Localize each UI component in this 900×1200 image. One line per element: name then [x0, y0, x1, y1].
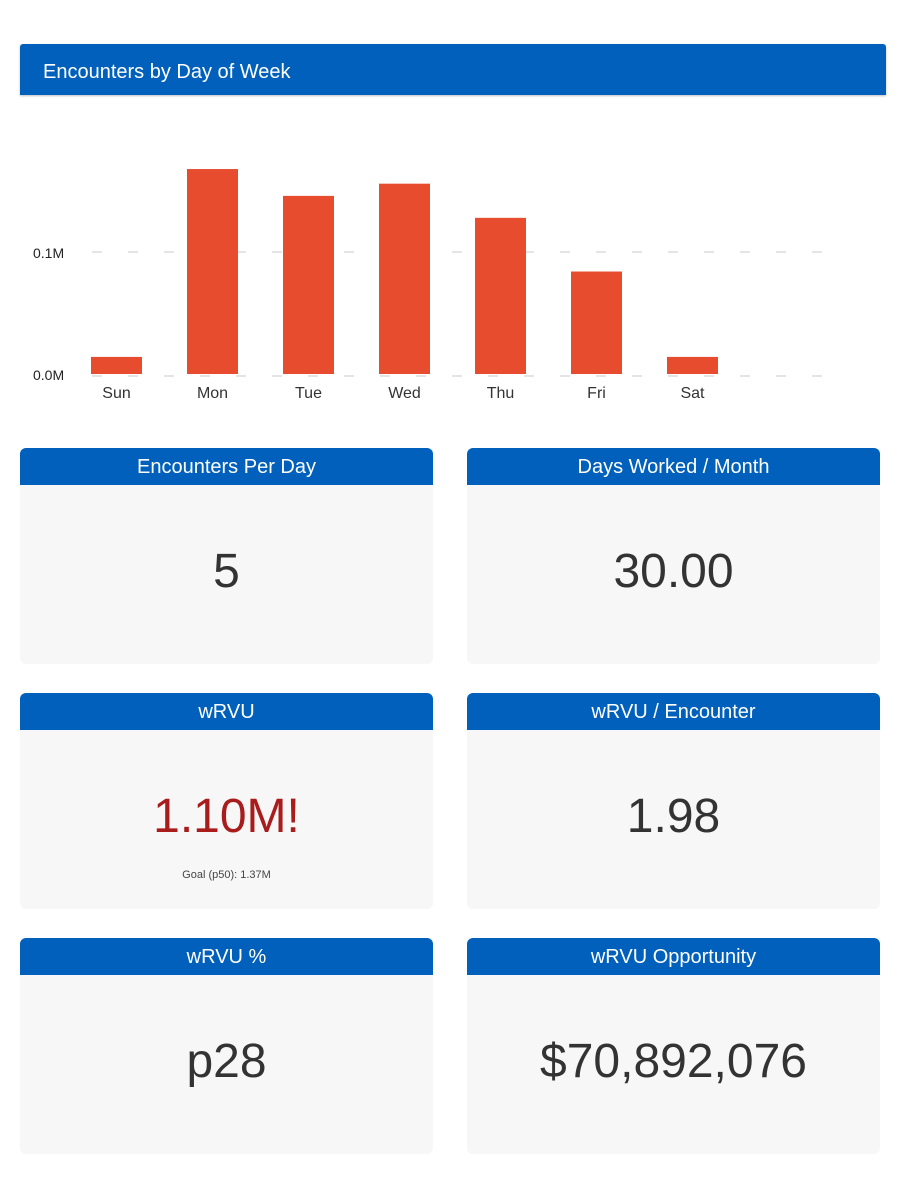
- bar-thu: [475, 217, 526, 374]
- card-title: Days Worked / Month: [467, 448, 880, 485]
- x-tick-label: Tue: [295, 385, 322, 402]
- card-value: $70,892,076: [540, 1035, 807, 1088]
- encounters-bar-chart: 0.0M 0.1M Sun Mon Tue Wed Thu Fri Sat: [33, 169, 840, 402]
- bar-tue: [283, 195, 334, 374]
- x-tick-label: Thu: [487, 385, 515, 402]
- bar-fri: [571, 271, 622, 374]
- chart-header: Encounters by Day of Week: [20, 44, 886, 95]
- bar-sat: [667, 356, 718, 374]
- card-value: p28: [186, 1035, 267, 1088]
- wrvu-percent-card: wRVU % p28: [20, 938, 433, 1154]
- wrvu-card: wRVU 1.10M! Goal (p50): 1.37M: [20, 693, 433, 909]
- x-tick-label: Fri: [587, 385, 606, 402]
- card-value: 5: [213, 545, 240, 598]
- y-tick-label: 0.1M: [33, 245, 64, 261]
- bar-mon: [187, 169, 238, 374]
- goal-label: Goal (p50): 1.37M: [182, 869, 271, 881]
- card-title: wRVU %: [20, 938, 433, 975]
- x-tick-label: Sun: [102, 385, 130, 402]
- y-tick-label: 0.0M: [33, 367, 64, 383]
- bar-sun: [91, 356, 142, 374]
- x-tick-label: Wed: [388, 385, 421, 402]
- card-value: 1.10M!: [153, 790, 300, 843]
- wrvu-per-encounter-card: wRVU / Encounter 1.98: [467, 693, 880, 909]
- card-title: wRVU: [20, 693, 433, 730]
- card-value: 30.00: [613, 545, 734, 598]
- card-title: wRVU / Encounter: [467, 693, 880, 730]
- x-tick-label: Mon: [197, 385, 228, 402]
- card-title: wRVU Opportunity: [467, 938, 880, 975]
- card-value: 1.98: [626, 790, 721, 843]
- x-tick-label: Sat: [680, 385, 705, 402]
- encounters-per-day-card: Encounters Per Day 5: [20, 448, 433, 664]
- chart-title: Encounters by Day of Week: [43, 61, 291, 83]
- wrvu-opportunity-card: wRVU Opportunity $70,892,076: [467, 938, 880, 1154]
- card-title: Encounters Per Day: [20, 448, 433, 485]
- bar-wed: [379, 183, 430, 374]
- days-worked-card: Days Worked / Month 30.00: [467, 448, 880, 664]
